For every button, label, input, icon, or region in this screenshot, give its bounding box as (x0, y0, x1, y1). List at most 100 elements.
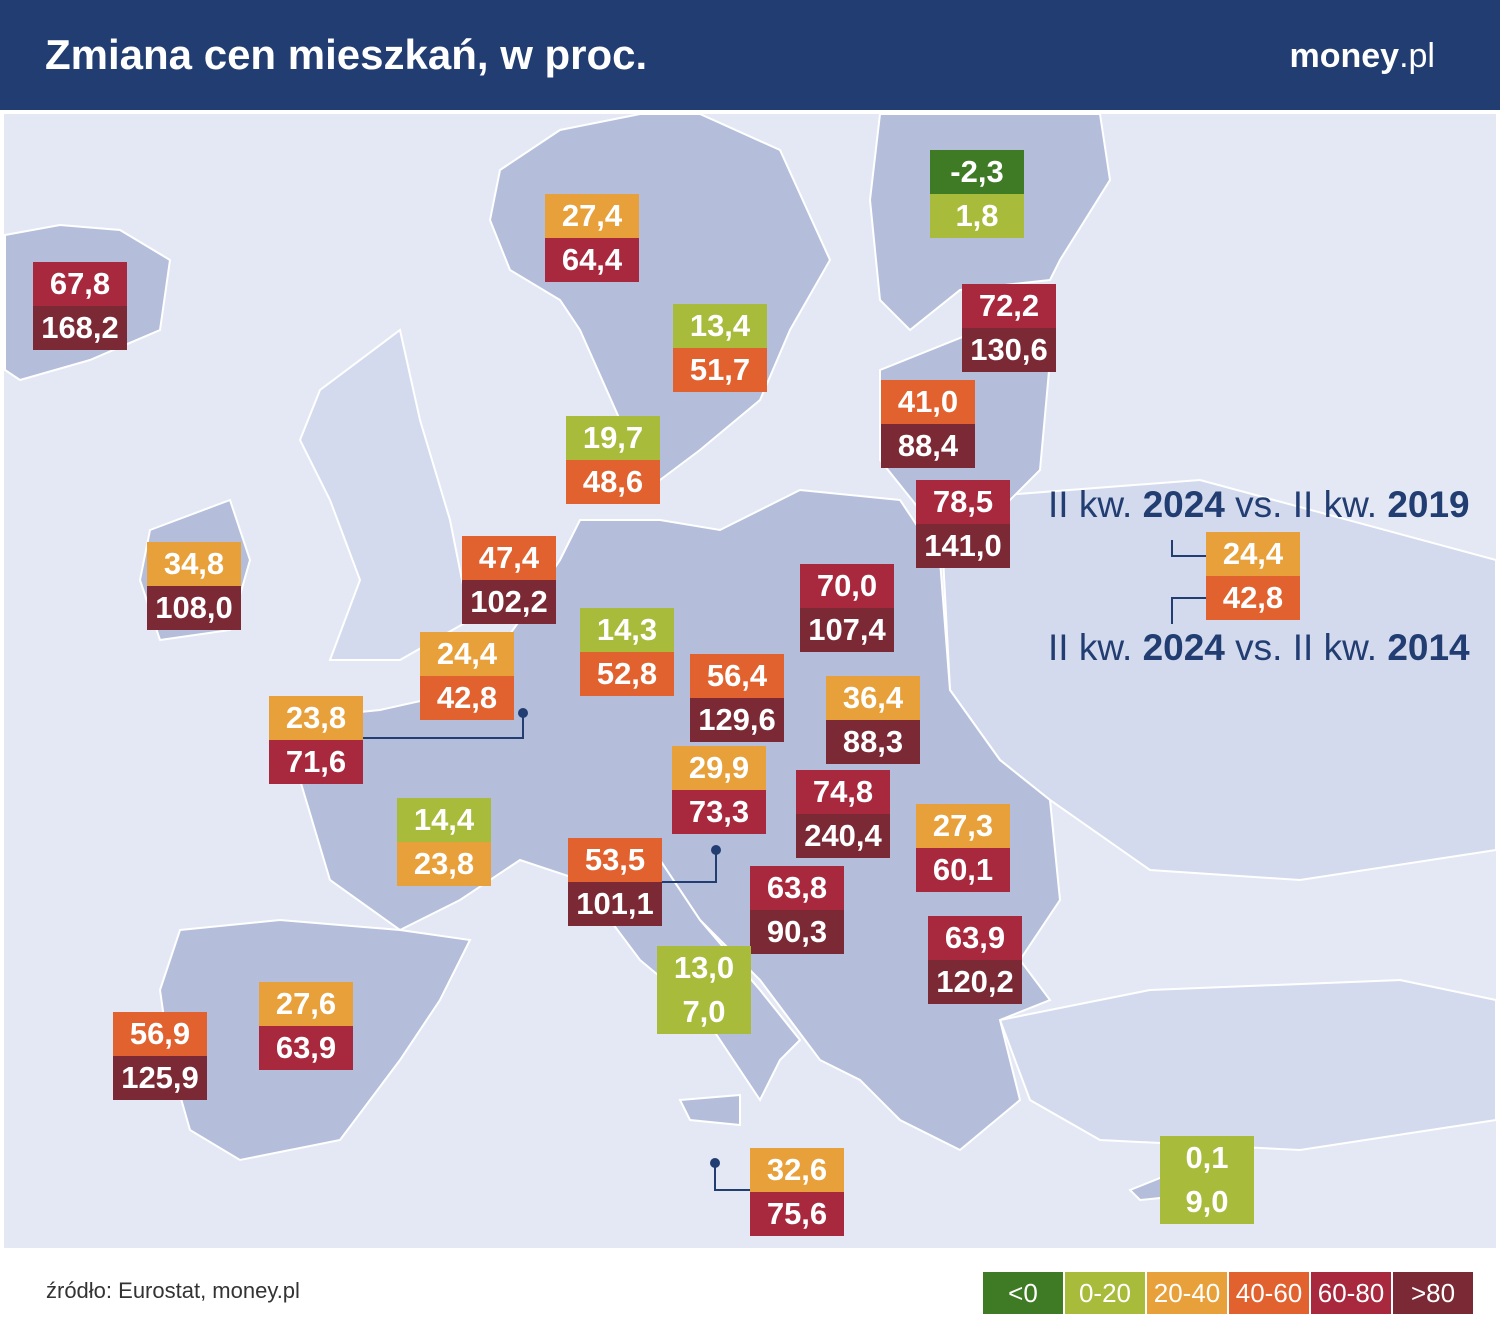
value-box (462, 580, 556, 624)
key-bottom: II kw. 2024 vs. II kw. 2014 (1048, 627, 1470, 668)
legend-label: 40-60 (1236, 1278, 1303, 1308)
value-label: 14,3 (597, 612, 657, 647)
value-label: 73,3 (689, 794, 749, 829)
value-label: 42,8 (1223, 580, 1283, 615)
value-box (672, 790, 766, 834)
key-text: 2024 (1143, 484, 1226, 525)
value-label: 130,6 (970, 332, 1048, 367)
value-label: 9,0 (1185, 1184, 1228, 1219)
key-text: vs. II kw. (1225, 484, 1387, 525)
value-label: 63,9 (945, 920, 1005, 955)
value-box (750, 1192, 844, 1236)
value-label: 56,4 (707, 658, 768, 693)
value-label: 63,9 (276, 1030, 336, 1065)
value-box (796, 770, 890, 814)
value-box (916, 804, 1010, 848)
key-text: II kw. (1048, 484, 1143, 525)
leader-dots (518, 708, 721, 1168)
value-label: 32,6 (767, 1152, 827, 1187)
value-label: 13,4 (690, 308, 751, 343)
value-label: 24,4 (437, 636, 498, 671)
value-label: 120,2 (936, 964, 1014, 999)
value-box (826, 676, 920, 720)
value-label: 19,7 (583, 420, 643, 455)
value-box (916, 480, 1010, 524)
value-box (420, 632, 514, 676)
value-box (259, 1026, 353, 1070)
value-box (928, 960, 1022, 1004)
value-box (690, 654, 784, 698)
value-box (750, 910, 844, 954)
value-box (1160, 1136, 1254, 1180)
value-label: 129,6 (698, 702, 776, 737)
value-label: 71,6 (286, 744, 346, 779)
value-label: 23,8 (414, 846, 474, 881)
key-text: II kw. (1048, 627, 1143, 668)
value-label: 0,1 (1185, 1140, 1228, 1175)
value-box (928, 916, 1022, 960)
value-label: 56,9 (130, 1016, 190, 1051)
value-label: 34,8 (164, 546, 224, 581)
value-box (113, 1012, 207, 1056)
value-box (568, 838, 662, 882)
value-label: 75,6 (767, 1196, 827, 1231)
value-label: 168,2 (41, 310, 119, 345)
legend-label: >80 (1411, 1278, 1455, 1308)
value-label: 88,4 (898, 428, 959, 463)
value-box (259, 982, 353, 1026)
value-label: 41,0 (898, 384, 958, 419)
value-box (962, 328, 1056, 372)
key-connector (1171, 540, 1206, 557)
value-label: 108,0 (155, 590, 233, 625)
value-box (800, 608, 894, 652)
leader-lines (361, 540, 1206, 1191)
value-label: 1,8 (955, 198, 998, 233)
value-box (881, 380, 975, 424)
value-box (33, 306, 127, 350)
value-label: 67,8 (50, 266, 110, 301)
leader-dot (711, 845, 721, 855)
key-text: 2014 (1387, 627, 1470, 668)
value-label: 51,7 (690, 352, 750, 387)
header-bar (0, 0, 1500, 110)
value-label: 64,4 (562, 242, 623, 277)
value-box (269, 696, 363, 740)
value-label: 36,4 (843, 680, 904, 715)
value-box (269, 740, 363, 784)
value-box (1206, 576, 1300, 620)
value-box (568, 882, 662, 926)
value-label: 102,2 (470, 584, 548, 619)
value-box (545, 238, 639, 282)
value-box (33, 262, 127, 306)
leader-line (361, 713, 524, 739)
value-box (750, 1148, 844, 1192)
value-label: 27,6 (276, 986, 336, 1021)
value-label: 14,4 (414, 802, 475, 837)
source: źródło: Eurostat, money.pl (46, 1278, 300, 1303)
value-box (962, 284, 1056, 328)
value-box (1160, 1180, 1254, 1224)
value-box (545, 194, 639, 238)
legend-label: 60-80 (1318, 1278, 1385, 1308)
legend-swatch (1311, 1272, 1391, 1314)
value-label: 60,1 (933, 852, 993, 887)
value-label: 29,9 (689, 750, 749, 785)
land-britain (298, 328, 472, 661)
legend-label: 0-20 (1079, 1278, 1131, 1308)
key-text: 2019 (1387, 484, 1469, 525)
legend-swatch (1065, 1272, 1145, 1314)
value-box (673, 348, 767, 392)
value-box (397, 842, 491, 886)
value-box (930, 194, 1024, 238)
legend-label: <0 (1008, 1278, 1038, 1308)
value-boxes: 67,8 168,2 27,4 64,4 13,4 51,7 -2,3 1,8 72,2 130,… (33, 150, 1300, 1236)
value-box (566, 416, 660, 460)
value-label: 88,3 (843, 724, 903, 759)
key-text: 2024 (1143, 627, 1226, 668)
title: Zmiana cen mieszkań, w proc. (45, 31, 647, 78)
value-label: 125,9 (121, 1060, 199, 1095)
key-top: II kw. 2024 vs. II kw. 2019 (1048, 484, 1470, 525)
value-box (673, 304, 767, 348)
value-label: 23,8 (286, 700, 346, 735)
